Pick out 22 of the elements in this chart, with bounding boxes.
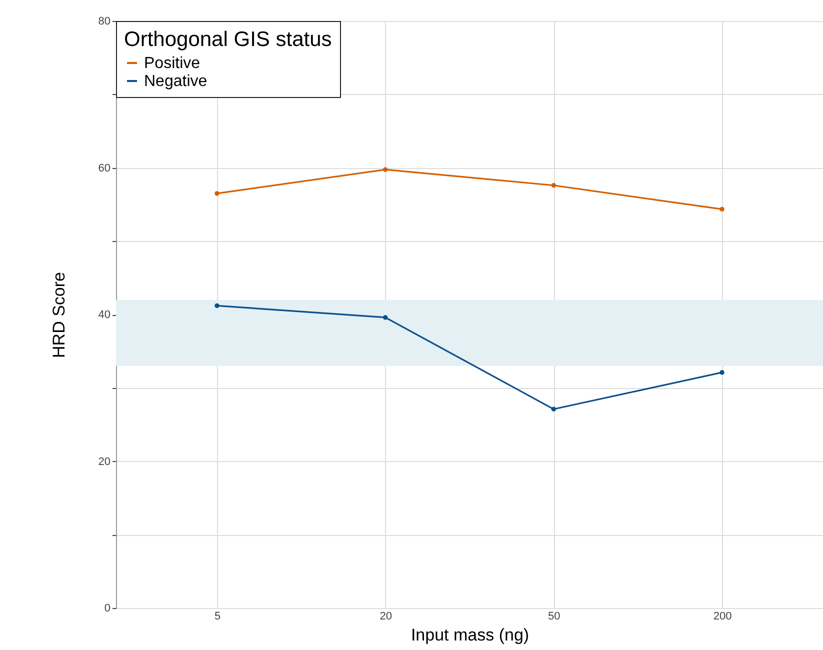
x-tick-label: 200 — [713, 610, 732, 622]
y-tick-label: 80 — [98, 16, 110, 28]
x-tick-label: 5 — [214, 610, 221, 622]
x-tick-label: 50 — [548, 610, 560, 622]
point — [214, 303, 220, 308]
y-axis-title: HRD Score — [49, 272, 68, 358]
x-axis-title: Input mass (ng) — [410, 626, 530, 644]
y-tick-label: 0 — [104, 602, 110, 614]
y-tick-label: 20 — [98, 456, 110, 468]
legend-title: Orthogonal GIS status — [124, 28, 332, 51]
legend-label: Positive — [144, 55, 200, 72]
point — [382, 315, 388, 320]
point — [382, 167, 388, 172]
y-tick-label: 40 — [98, 309, 110, 321]
point — [720, 206, 724, 212]
point — [551, 406, 556, 412]
point — [720, 370, 724, 375]
point — [551, 183, 556, 188]
legend-label: Negative — [144, 73, 208, 90]
y-tick-label: 60 — [98, 162, 110, 174]
point — [214, 191, 220, 196]
x-tick-label: 20 — [380, 610, 392, 622]
